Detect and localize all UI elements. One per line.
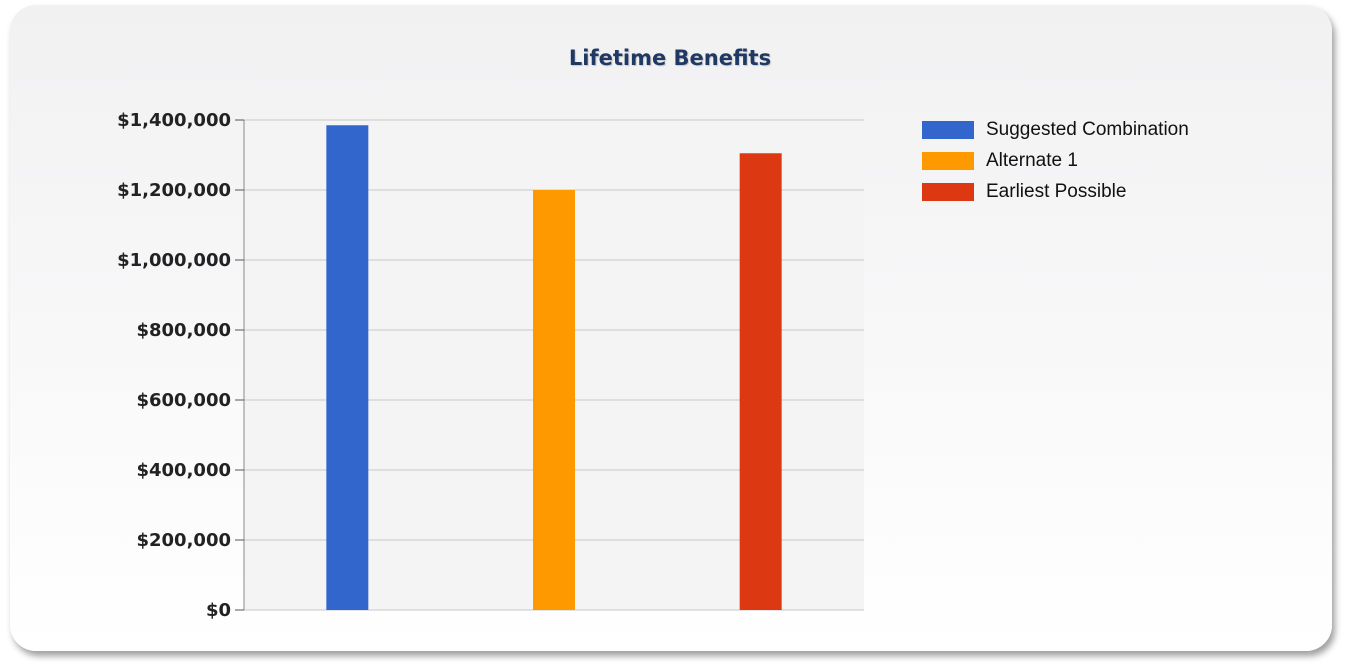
legend-label: Alternate 1 [986,149,1078,171]
y-tick-label: $400,000 [136,460,231,481]
legend-label: Earliest Possible [986,180,1127,202]
bar-suggested-combination [326,125,369,610]
chart-title: Lifetime Benefits [568,46,772,70]
y-tick-label: $1,200,000 [117,180,231,201]
legend-item: Alternate 1 [922,145,1189,176]
legend-swatch [922,120,974,139]
legend: Suggested Combination Alternate 1 Earliest… [922,114,1189,207]
y-tick-label: $0 [206,600,231,621]
y-tick-label: $600,000 [136,390,231,411]
legend-label: Suggested Combination [986,118,1189,140]
legend-item: Earliest Possible [922,176,1189,207]
legend-swatch [922,151,974,170]
bar-earliest-possible [739,153,782,610]
y-tick-label: $200,000 [136,530,231,551]
bar-alternate-1 [533,190,575,610]
y-tick-label: $1,000,000 [117,250,231,271]
y-tick-label: $1,400,000 [117,110,231,131]
legend-swatch [922,182,974,201]
legend-item: Suggested Combination [922,114,1189,145]
y-tick-label: $800,000 [136,320,231,341]
